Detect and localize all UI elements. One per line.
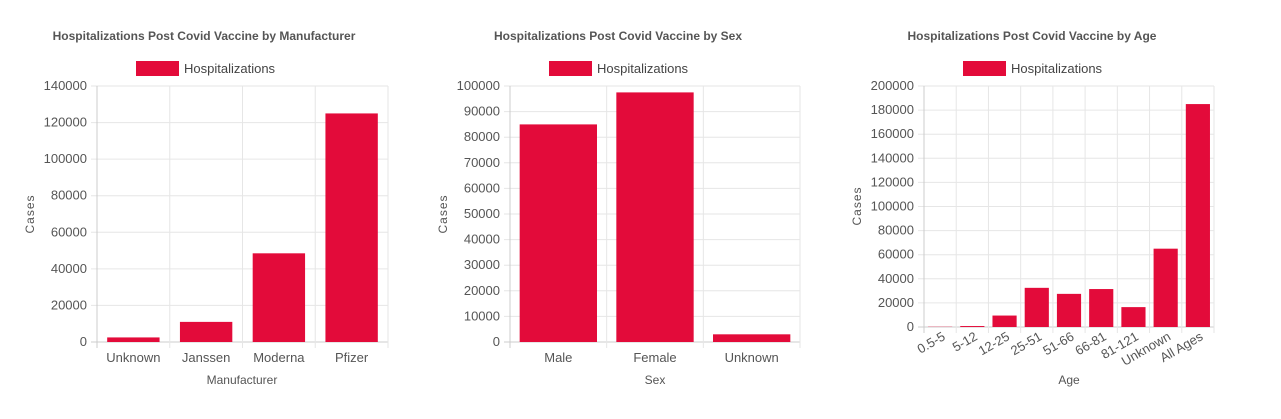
- y-tick-label: 100000: [457, 78, 500, 93]
- bar[interactable]: [180, 322, 232, 342]
- x-tick-label: Unknown: [725, 350, 779, 365]
- x-axis-title: Age: [1058, 373, 1080, 387]
- y-tick-label: 50000: [464, 206, 500, 221]
- x-tick-label: 0.5-5: [914, 329, 947, 357]
- bar[interactable]: [616, 92, 693, 342]
- y-tick-label: 80000: [464, 129, 500, 144]
- x-tick-label: Janssen: [182, 350, 230, 365]
- bar[interactable]: [713, 334, 790, 342]
- bar[interactable]: [325, 113, 377, 342]
- bar[interactable]: [1186, 104, 1210, 327]
- x-tick-label: Unknown: [106, 350, 160, 365]
- bar[interactable]: [960, 326, 984, 327]
- y-tick-label: 60000: [464, 180, 500, 195]
- y-tick-label: 40000: [464, 232, 500, 247]
- y-tick-label: 100000: [44, 151, 87, 166]
- y-tick-label: 140000: [871, 150, 914, 165]
- y-tick-label: 10000: [464, 308, 500, 323]
- chart-title: Hospitalizations Post Covid Vaccine by A…: [908, 29, 1157, 43]
- x-tick-label: Male: [544, 350, 572, 365]
- y-tick-label: 180000: [871, 102, 914, 117]
- x-tick-label: Pfizer: [335, 350, 369, 365]
- y-tick-label: 100000: [871, 199, 914, 214]
- y-tick-label: 0: [80, 334, 87, 349]
- y-tick-label: 120000: [871, 174, 914, 189]
- bar[interactable]: [1121, 307, 1145, 327]
- bar[interactable]: [520, 124, 597, 342]
- legend-swatch[interactable]: [136, 61, 179, 76]
- bar[interactable]: [1154, 249, 1178, 327]
- y-tick-label: 20000: [878, 295, 914, 310]
- legend-label: Hospitalizations: [184, 61, 276, 76]
- legend-swatch[interactable]: [549, 61, 592, 76]
- y-tick-label: 80000: [878, 223, 914, 238]
- y-tick-label: 0: [493, 334, 500, 349]
- x-tick-label: 12-25: [976, 329, 1012, 359]
- y-tick-label: 60000: [51, 224, 87, 239]
- bar[interactable]: [107, 337, 159, 342]
- x-tick-label: 25-51: [1008, 329, 1044, 359]
- chart-title: Hospitalizations Post Covid Vaccine by S…: [494, 29, 742, 43]
- legend-label: Hospitalizations: [597, 61, 689, 76]
- y-tick-label: 40000: [878, 271, 914, 286]
- bar[interactable]: [253, 253, 305, 342]
- x-tick-label: Moderna: [253, 350, 305, 365]
- y-tick-label: 160000: [871, 126, 914, 141]
- y-tick-label: 200000: [871, 78, 914, 93]
- y-tick-label: 120000: [44, 115, 87, 130]
- bar[interactable]: [1057, 294, 1081, 327]
- bar[interactable]: [992, 316, 1016, 327]
- y-tick-label: 70000: [464, 155, 500, 170]
- x-tick-label: 51-66: [1040, 329, 1076, 359]
- y-axis-title: Cases: [23, 194, 37, 233]
- x-axis-title: Sex: [645, 373, 666, 387]
- y-tick-label: 20000: [51, 297, 87, 312]
- y-tick-label: 140000: [44, 78, 87, 93]
- legend-swatch[interactable]: [963, 61, 1006, 76]
- bar[interactable]: [1025, 288, 1049, 327]
- y-axis-title: Cases: [436, 194, 450, 233]
- bar[interactable]: [1089, 289, 1113, 327]
- chart-manufacturer: Hospitalizations Post Covid Vaccine by M…: [23, 29, 388, 387]
- y-tick-label: 60000: [878, 247, 914, 262]
- y-tick-label: 90000: [464, 104, 500, 119]
- chart-age: Hospitalizations Post Covid Vaccine by A…: [850, 29, 1214, 387]
- chart-title: Hospitalizations Post Covid Vaccine by M…: [53, 29, 356, 43]
- chart-sex: Hospitalizations Post Covid Vaccine by S…: [436, 29, 800, 387]
- x-tick-label: Female: [633, 350, 676, 365]
- x-axis-title: Manufacturer: [207, 373, 278, 387]
- y-axis-title: Cases: [850, 186, 864, 225]
- y-tick-label: 0: [907, 319, 914, 334]
- y-tick-label: 80000: [51, 188, 87, 203]
- y-tick-label: 40000: [51, 261, 87, 276]
- y-tick-label: 30000: [464, 257, 500, 272]
- legend-label: Hospitalizations: [1011, 61, 1103, 76]
- y-tick-label: 20000: [464, 283, 500, 298]
- x-tick-label: 5-12: [950, 329, 980, 355]
